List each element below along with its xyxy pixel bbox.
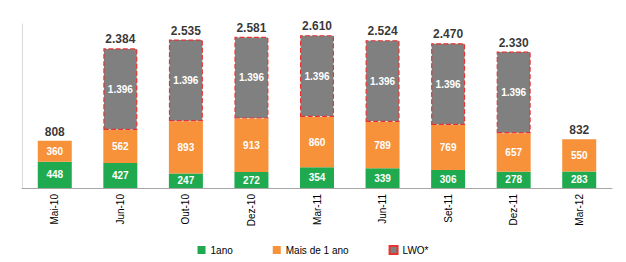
svg-text:Out-10: Out-10 [180, 194, 191, 225]
svg-text:306: 306 [440, 174, 457, 185]
svg-text:2.524: 2.524 [368, 24, 398, 38]
svg-text:Mar-12: Mar-12 [574, 194, 585, 226]
svg-text:Set-11: Set-11 [443, 194, 454, 223]
svg-text:913: 913 [243, 140, 260, 151]
svg-text:Mai-10: Mai-10 [49, 194, 60, 225]
svg-text:1.396: 1.396 [501, 87, 526, 98]
svg-text:893: 893 [178, 142, 195, 153]
svg-text:Dez-11: Dez-11 [508, 194, 519, 226]
svg-text:1ano: 1ano [211, 245, 234, 256]
svg-text:2.384: 2.384 [105, 32, 135, 46]
svg-text:2.330: 2.330 [499, 36, 529, 50]
svg-text:562: 562 [112, 141, 129, 152]
svg-text:769: 769 [440, 142, 457, 153]
svg-text:2.535: 2.535 [171, 24, 201, 38]
svg-text:Dez-10: Dez-10 [246, 194, 257, 227]
svg-text:283: 283 [571, 174, 588, 185]
svg-text:2.610: 2.610 [302, 19, 332, 33]
svg-text:448: 448 [46, 169, 63, 180]
svg-text:1.396: 1.396 [436, 79, 461, 90]
svg-text:Jun-10: Jun-10 [115, 194, 126, 225]
svg-text:1.396: 1.396 [304, 71, 329, 82]
svg-text:360: 360 [46, 146, 63, 157]
svg-text:2.581: 2.581 [236, 21, 266, 35]
svg-text:1.396: 1.396 [239, 72, 264, 83]
svg-text:832: 832 [569, 123, 589, 137]
svg-text:2.470: 2.470 [433, 27, 463, 41]
svg-text:860: 860 [309, 137, 326, 148]
svg-text:Jun-11: Jun-11 [377, 194, 388, 224]
svg-text:278: 278 [505, 174, 522, 185]
svg-text:1.396: 1.396 [370, 76, 395, 87]
svg-text:1.396: 1.396 [173, 75, 198, 86]
svg-text:427: 427 [112, 170, 129, 181]
svg-text:789: 789 [374, 140, 391, 151]
svg-text:808: 808 [45, 125, 65, 139]
svg-text:Mais de 1 ano: Mais de 1 ano [286, 245, 349, 256]
svg-text:657: 657 [505, 147, 522, 158]
svg-text:354: 354 [309, 172, 326, 183]
svg-text:247: 247 [178, 175, 195, 186]
svg-text:550: 550 [571, 150, 588, 161]
svg-text:339: 339 [374, 173, 391, 184]
svg-text:Mar-11: Mar-11 [312, 194, 323, 225]
svg-text:LWO*: LWO* [403, 245, 429, 256]
svg-text:1.396: 1.396 [108, 84, 133, 95]
svg-text:272: 272 [243, 175, 260, 186]
